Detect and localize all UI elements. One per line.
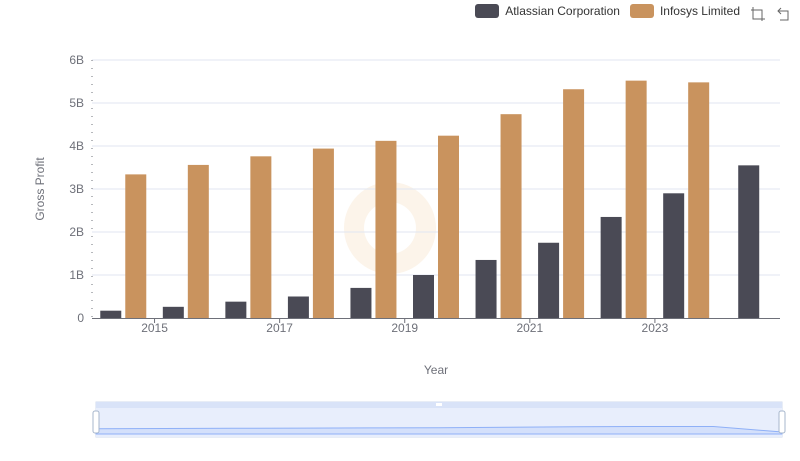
- bar-infosys-2016[interactable]: [250, 156, 272, 318]
- bar-infosys-2014[interactable]: [125, 174, 147, 318]
- bar-atlassian-2024[interactable]: [738, 165, 760, 318]
- bar-infosys-2022[interactable]: [625, 80, 647, 318]
- slider-handle-left[interactable]: [92, 410, 100, 434]
- bar-infosys-2023[interactable]: [688, 82, 710, 318]
- bar-infosys-2017[interactable]: [312, 148, 334, 318]
- legend-label-infosys: Infosys Limited: [659, 4, 740, 18]
- legend-swatch-atlassian: [475, 4, 500, 18]
- bar-infosys-2018[interactable]: [375, 140, 397, 318]
- legend-swatch-infosys: [629, 4, 654, 18]
- bar-infosys-2019[interactable]: [438, 135, 459, 318]
- legend-item-atlassian[interactable]: Atlassian Corporation: [475, 4, 620, 18]
- bar-atlassian-2022[interactable]: [600, 216, 622, 318]
- slider-handle-right[interactable]: [778, 410, 786, 434]
- bar-atlassian-2020[interactable]: [475, 259, 497, 318]
- y-tick-label: 6B: [69, 53, 84, 67]
- x-tick-label: 2019: [391, 321, 418, 335]
- bar-infosys-2021[interactable]: [563, 89, 585, 319]
- bar-atlassian-2023[interactable]: [663, 193, 685, 318]
- y-tick-label: 5B: [69, 96, 84, 110]
- legend-item-infosys[interactable]: Infosys Limited: [629, 4, 740, 18]
- bar-atlassian-2021[interactable]: [538, 242, 560, 318]
- y-tick-label: 1B: [69, 268, 84, 282]
- x-tick-label: 2021: [516, 321, 543, 335]
- legend-label-atlassian: Atlassian Corporation: [505, 4, 620, 18]
- zoom-icon[interactable]: [750, 6, 766, 22]
- x-tick-label: 2015: [141, 321, 168, 335]
- data-zoom-slider[interactable]: [92, 401, 786, 438]
- y-tick-label: 2B: [69, 225, 84, 239]
- bar-atlassian-2014[interactable]: [100, 310, 122, 318]
- x-tick-label: 2017: [266, 321, 293, 335]
- y-axis-title: Gross Profit: [33, 157, 47, 221]
- bar-infosys-2020[interactable]: [500, 114, 522, 319]
- restore-icon[interactable]: [776, 6, 792, 22]
- bar-atlassian-2018[interactable]: [350, 287, 372, 318]
- x-axis-title: Year: [424, 363, 448, 377]
- slider-data-shadow: [95, 426, 783, 435]
- bar-infosys-2015[interactable]: [187, 164, 209, 318]
- bar-atlassian-2016[interactable]: [225, 301, 247, 318]
- x-axis: 2015 2017 2019 2021 2023: [92, 318, 780, 335]
- legend: Atlassian Corporation Infosys Limited: [475, 4, 740, 18]
- bar-atlassian-2017[interactable]: [287, 296, 309, 319]
- y-tick-label: 3B: [69, 182, 84, 196]
- bars: [100, 80, 760, 319]
- toolbox: [750, 6, 792, 22]
- bar-atlassian-2015[interactable]: [162, 306, 184, 318]
- x-tick-label: 2023: [642, 321, 669, 335]
- slider-move-grip[interactable]: [436, 403, 442, 406]
- y-tick-label: 0: [77, 311, 84, 325]
- y-tick-label: 4B: [69, 139, 84, 153]
- bar-atlassian-2019[interactable]: [413, 275, 434, 318]
- y-axis: 0 1B 2B 3B 4B 5B 6B: [69, 53, 93, 325]
